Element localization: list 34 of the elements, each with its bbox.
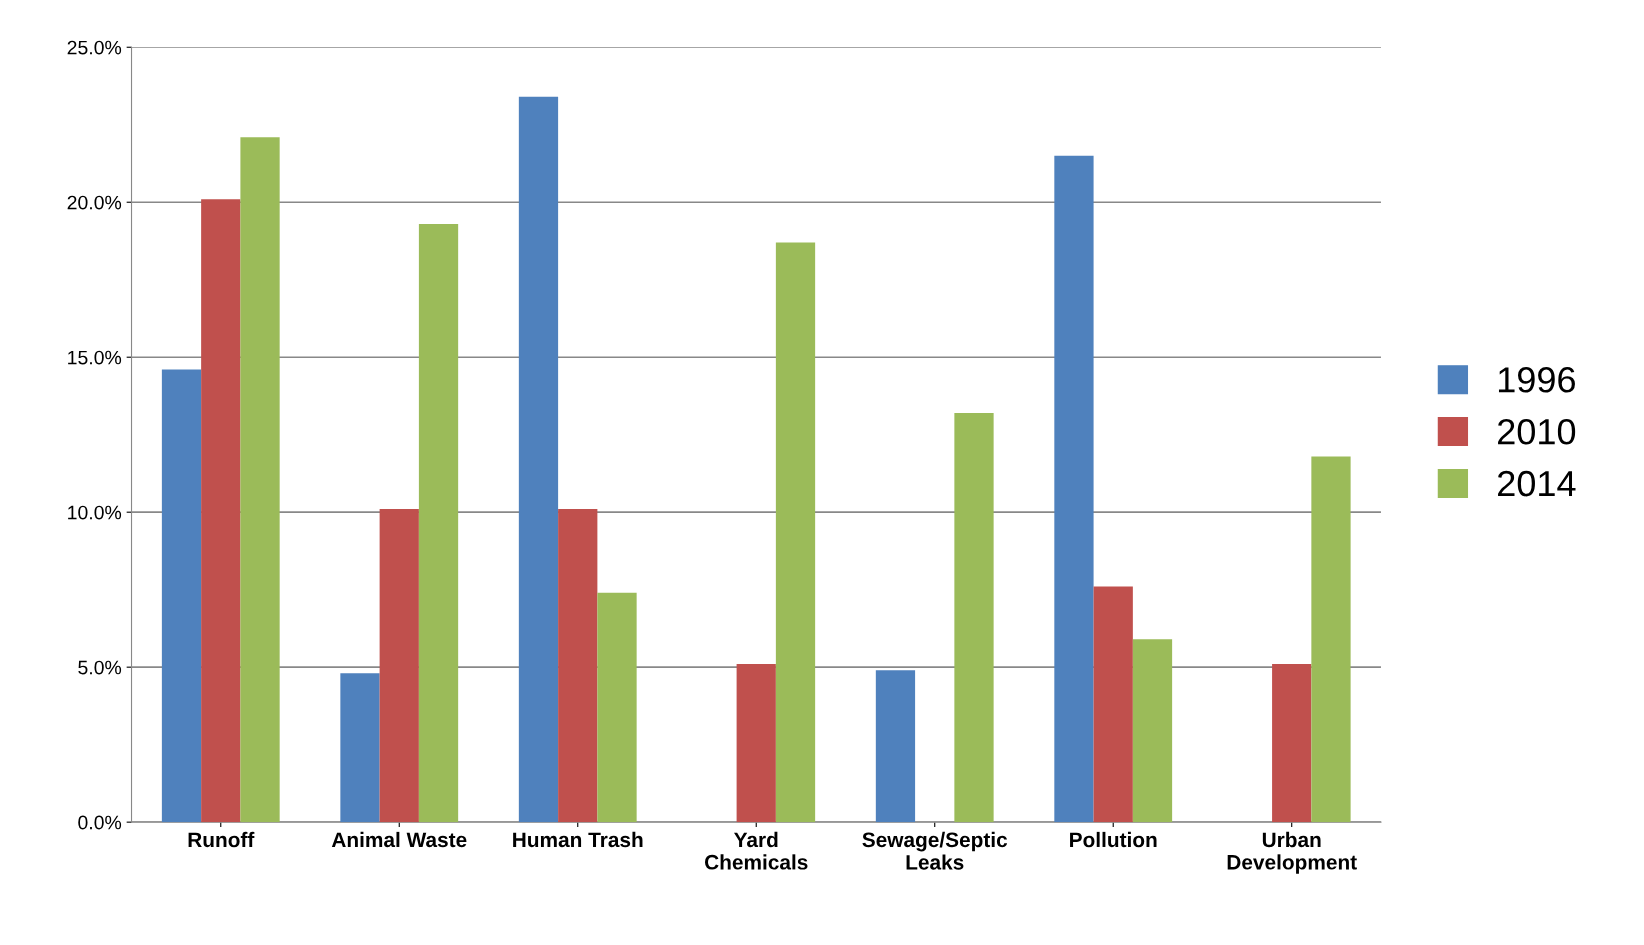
- x-tick-label: Animal Waste: [331, 831, 467, 848]
- bar: [954, 413, 994, 823]
- y-tick-label: 15.0%: [68, 350, 122, 365]
- bar: [340, 673, 380, 823]
- bar: [418, 223, 459, 823]
- y-tick-label: 20.0%: [67, 195, 122, 210]
- bar: [1311, 456, 1351, 823]
- bar: [558, 509, 598, 823]
- y-tick-label: 0.0%: [78, 815, 122, 830]
- x-tick-label: Human Trash: [513, 831, 643, 848]
- bar: [1054, 155, 1094, 823]
- bar: [240, 137, 280, 823]
- bar: [518, 96, 559, 823]
- bar: [875, 670, 916, 823]
- bar: [1132, 639, 1173, 823]
- legend-label: 2014: [1498, 470, 1576, 497]
- bar: [736, 664, 776, 823]
- x-tick-label: Sewage/Septic Leaks: [862, 831, 1008, 870]
- x-tick-label: Urban Development: [1227, 831, 1357, 874]
- bar: [775, 242, 816, 823]
- bar: [597, 592, 637, 823]
- y-tick-label: 5.0%: [78, 660, 122, 675]
- x-tick-label: Runoff: [188, 831, 255, 848]
- bar: [1093, 586, 1133, 823]
- legend-label: 2010: [1498, 418, 1576, 445]
- y-tick-label: 10.0%: [68, 505, 122, 520]
- bar: [379, 509, 419, 823]
- bar: [1272, 664, 1312, 823]
- bar: [161, 369, 202, 823]
- y-tick-label: 25.0%: [67, 40, 122, 55]
- x-tick-label: Yard Chemicals: [704, 831, 808, 870]
- bar: [201, 199, 241, 823]
- x-tick-label: Pollution: [1070, 831, 1157, 848]
- legend-label: 1996: [1498, 367, 1575, 393]
